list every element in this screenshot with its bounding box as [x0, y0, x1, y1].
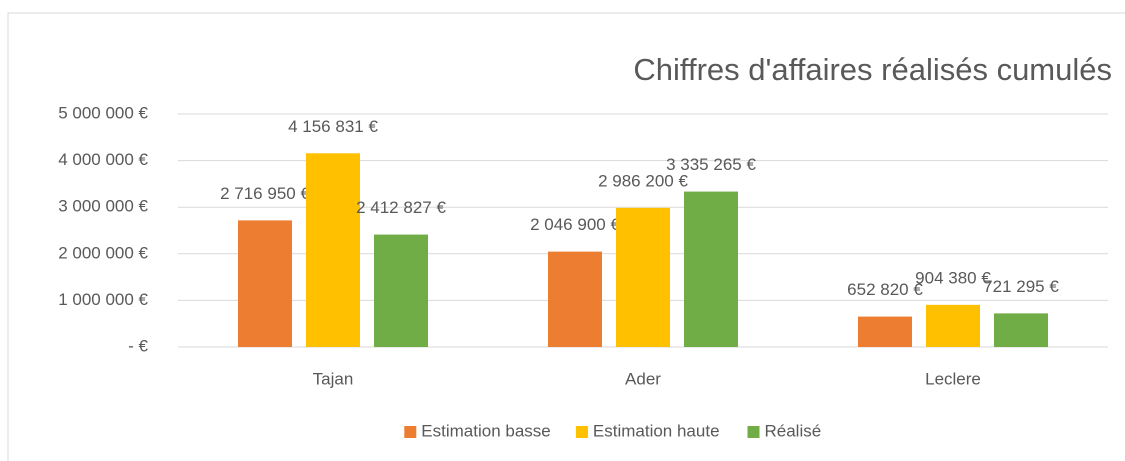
data-label: 3 335 265 €	[666, 155, 756, 174]
legend-swatch	[747, 426, 760, 438]
x-tick-label: Leclere	[925, 369, 981, 388]
bar	[374, 234, 428, 347]
bar	[238, 220, 292, 347]
data-label: 2 986 200 €	[598, 171, 688, 190]
data-label: 2 716 950 €	[220, 184, 310, 203]
y-tick-label: 2 000 000 €	[58, 243, 148, 262]
legend-label: Réalisé	[765, 421, 822, 440]
bar	[548, 251, 602, 347]
legend-swatch	[404, 426, 417, 438]
x-tick-label: Tajan	[313, 369, 354, 388]
y-tick-label: 3 000 000 €	[58, 197, 148, 216]
data-label: 4 156 831 €	[288, 117, 378, 136]
y-tick-label: 5 000 000 €	[58, 103, 148, 122]
data-label: 2 046 900 €	[530, 215, 620, 234]
chart-title: Chiffres d'affaires réalisés cumulés	[633, 52, 1112, 87]
legend-label: Estimation basse	[421, 421, 550, 440]
y-tick-label: 1 000 000 €	[58, 290, 148, 309]
legend-swatch	[575, 426, 588, 438]
bar	[858, 316, 912, 347]
chart-border	[7, 12, 1125, 461]
bar	[306, 153, 360, 347]
x-tick-label: Ader	[625, 369, 661, 388]
y-tick-label: - €	[128, 336, 148, 355]
y-tick-label: 4 000 000 €	[58, 150, 148, 169]
data-label: 652 820 €	[847, 280, 923, 299]
bar	[616, 207, 670, 347]
bar	[926, 304, 980, 347]
data-label: 721 295 €	[983, 277, 1059, 296]
bar	[684, 191, 738, 347]
legend-label: Estimation haute	[593, 421, 720, 440]
data-label: 904 380 €	[915, 268, 991, 287]
bar	[994, 313, 1048, 347]
data-label: 2 412 827 €	[356, 198, 446, 217]
